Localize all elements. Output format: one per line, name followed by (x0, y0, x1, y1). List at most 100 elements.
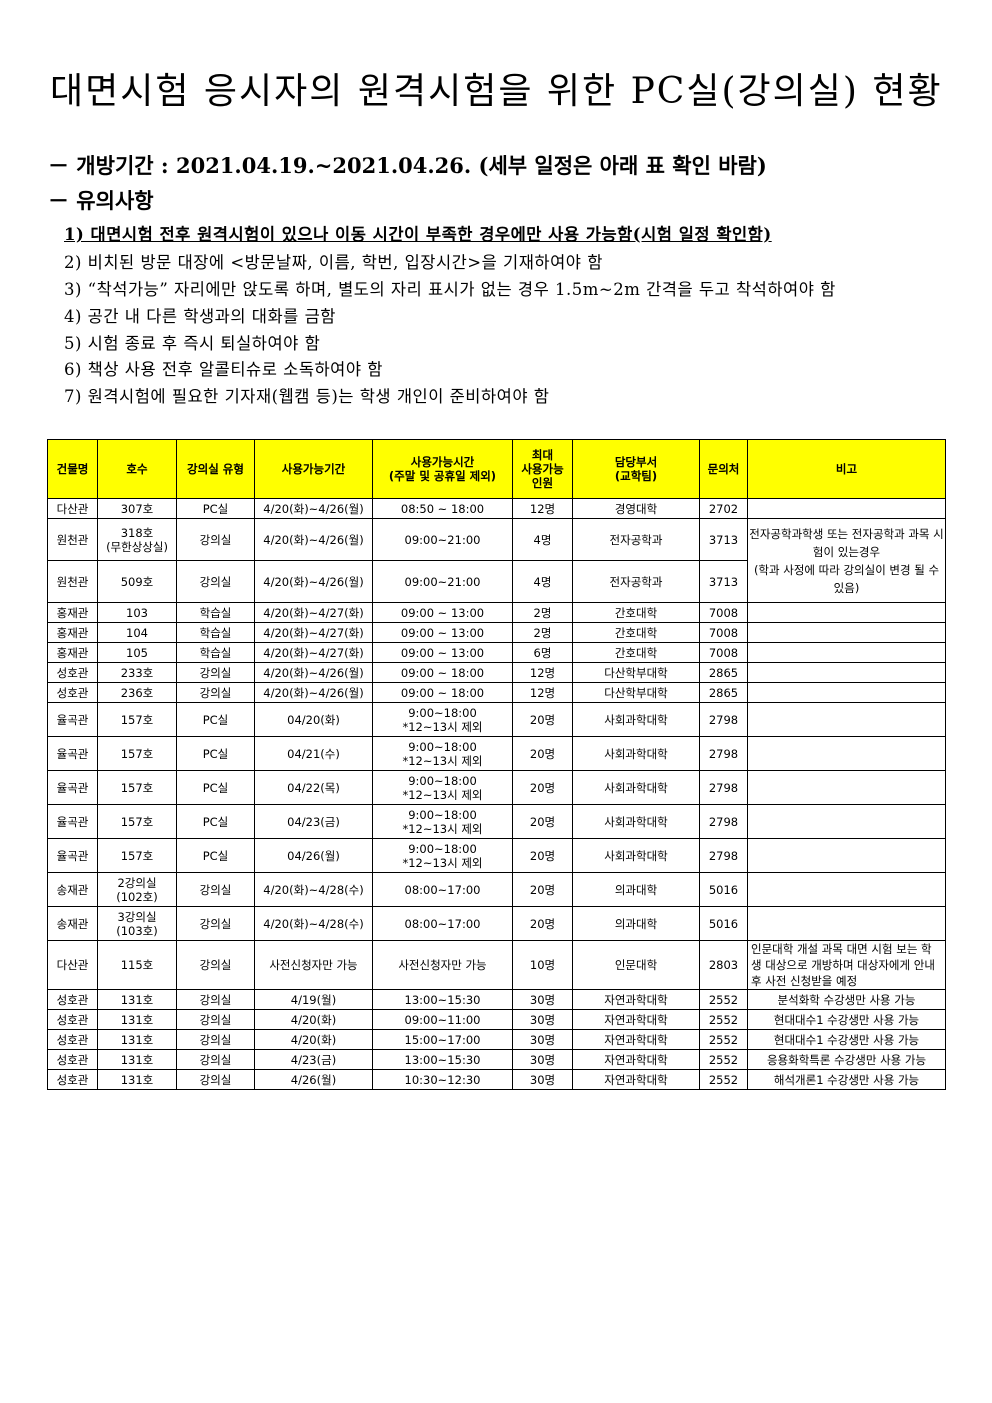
table-cell: 4/20(화)~4/27(화) (254, 602, 373, 623)
table-cell: 자연과학대학 (572, 1069, 700, 1090)
column-header: 비고 (747, 439, 946, 499)
table-cell: 9:00~18:00 *12~13시 제외 (372, 804, 513, 839)
table-cell: PC실 (176, 770, 255, 805)
table-cell: 원천관 (47, 518, 98, 561)
table-cell (747, 906, 946, 941)
table-cell: 자연과학대학 (572, 1029, 700, 1050)
table-cell: 307호 (97, 498, 177, 519)
table-cell: 사회과학대학 (572, 702, 700, 737)
table-cell: 105 (97, 642, 177, 663)
table-cell: 3713 (699, 560, 748, 603)
table-cell: 강의실 (176, 1049, 255, 1070)
table-cell: 사회과학대학 (572, 770, 700, 805)
table-cell: 7008 (699, 602, 748, 623)
table-row: 성호관 131호 강의실 4/23(금) 13:00~15:30 30명 자연과학대학 255… (47, 1049, 946, 1070)
table-cell: 09:00 ~ 13:00 (372, 642, 513, 663)
column-header: 강의실 유형 (176, 439, 255, 499)
table-cell (747, 838, 946, 873)
table-cell: 사회과학대학 (572, 838, 700, 873)
table-cell: 현대대수1 수강생만 사용 가능 (747, 1029, 946, 1050)
table-cell: 09:00~21:00 (372, 518, 513, 561)
table-cell: PC실 (176, 838, 255, 873)
table-cell: 강의실 (176, 1029, 255, 1050)
table-cell: 131호 (97, 989, 177, 1010)
table-cell: PC실 (176, 702, 255, 737)
table-cell: 율곡관 (47, 736, 98, 771)
table-cell: 율곡관 (47, 804, 98, 839)
table-cell: 성호관 (47, 1029, 98, 1050)
table-cell: 09:00 ~ 13:00 (372, 622, 513, 643)
table-cell: 간호대학 (572, 602, 700, 623)
table-cell: 홍재관 (47, 642, 98, 663)
table-cell: 318호 (무한상상실) (97, 518, 177, 561)
table-cell: 10명 (512, 940, 573, 990)
column-header: 담당부서 (교학팀) (572, 439, 700, 499)
table-cell: 30명 (512, 1049, 573, 1070)
table-cell: 강의실 (176, 906, 255, 941)
table-cell: 5016 (699, 906, 748, 941)
table-row: 성호관 131호 강의실 4/20(화) 15:00~17:00 30명 자연과학대학 255… (47, 1029, 946, 1050)
table-cell: 131호 (97, 1009, 177, 1030)
table-cell: 사전신청자만 가능 (254, 940, 373, 990)
table-cell: 4/20(화)~4/28(수) (254, 906, 373, 941)
table-row: 홍재관 105 학습실 4/20(화)~4/27(화) 09:00 ~ 13:00 6명 간… (47, 642, 946, 663)
table-cell: 4/20(화)~4/26(월) (254, 560, 373, 603)
note-2: 2) 비치된 방문 대장에 <방문날짜, 이름, 학번, 입장시간>을 기재하여… (64, 253, 603, 272)
table-cell: 04/21(수) (254, 736, 373, 771)
table-row: 성호관 233호 강의실 4/20(화)~4/26(월) 09:00 ~ 18:00 12… (47, 662, 946, 683)
table-cell: 15:00~17:00 (372, 1029, 513, 1050)
table-cell: 131호 (97, 1029, 177, 1050)
table-cell: 09:00 ~ 13:00 (372, 602, 513, 623)
table-cell: 4/20(화) (254, 1029, 373, 1050)
table-cell: 3강의실 (103호) (97, 906, 177, 941)
table-cell: 자연과학대학 (572, 1009, 700, 1030)
table-cell: 2798 (699, 804, 748, 839)
table-cell: 509호 (97, 560, 177, 603)
table-cell: 04/23(금) (254, 804, 373, 839)
table-cell: 12명 (512, 682, 573, 703)
table-cell: 157호 (97, 736, 177, 771)
table-row: 원천관 318호 (무한상상실) 강의실 4/20(화)~4/26(월) 09:00~21… (47, 518, 946, 603)
table-cell: 강의실 (176, 940, 255, 990)
table-cell: 4/20(화)~4/28(수) (254, 872, 373, 907)
table-cell: 4/19(월) (254, 989, 373, 1010)
table-cell: 강의실 (176, 682, 255, 703)
table-cell: 학습실 (176, 642, 255, 663)
table-cell: 04/20(화) (254, 702, 373, 737)
table-cell: 응용화학특론 수강생만 사용 가능 (747, 1049, 946, 1070)
table-cell: 인문대학 (572, 940, 700, 990)
table-cell: 131호 (97, 1069, 177, 1090)
table-cell: 233호 (97, 662, 177, 683)
table-cell: 4/20(화)~4/26(월) (254, 498, 373, 519)
table-cell: 홍재관 (47, 622, 98, 643)
table-cell: 236호 (97, 682, 177, 703)
table-cell: 08:00~17:00 (372, 872, 513, 907)
table-row: 홍재관 104 학습실 4/20(화)~4/27(화) 09:00 ~ 13:00 2명 간… (47, 622, 946, 643)
table-cell: 강의실 (176, 662, 255, 683)
table-cell (747, 498, 946, 519)
table-cell: 전자공학과학생 또는 전자공학과 과목 시험이 있는경우 (학과 사정에 따라 강… (747, 518, 946, 603)
table-cell: 4/20(화)~4/26(월) (254, 518, 373, 561)
table-row: 율곡관 157호 PC실 04/20(화) 9:00~18:00 *12~13시 제외 20… (47, 702, 946, 737)
table-cell: 20명 (512, 804, 573, 839)
table-cell: 12명 (512, 498, 573, 519)
table-cell: 7008 (699, 642, 748, 663)
table-cell: 30명 (512, 1009, 573, 1030)
note-7: 7) 원격시험에 필요한 기자재(웹캠 등)는 학생 개인이 준비하여야 함 (64, 387, 550, 406)
table-cell: 자연과학대학 (572, 989, 700, 1010)
table-cell: 율곡관 (47, 838, 98, 873)
table-cell: 2865 (699, 682, 748, 703)
table-cell: 송재관 (47, 906, 98, 941)
table-row: 다산관 115호 강의실 사전신청자만 가능 사전신청자만 가능 10명 인문대학 2803 인… (47, 940, 946, 990)
table-cell: 157호 (97, 770, 177, 805)
table-row: 율곡관 157호 PC실 04/21(수) 9:00~18:00 *12~13시 제외 20… (47, 736, 946, 771)
table-cell: 성호관 (47, 682, 98, 703)
open-period: － 개방기간 : 2021.04.19.~2021.04.26. (세부 일정은… (48, 153, 767, 178)
table-cell: 2552 (699, 1009, 748, 1030)
table-row: 율곡관 157호 PC실 04/23(금) 9:00~18:00 *12~13시 제외 20… (47, 804, 946, 839)
table-row: 성호관 131호 강의실 4/19(월) 13:00~15:30 30명 자연과학대학 255… (47, 989, 946, 1010)
table-row: 성호관 131호 강의실 4/26(월) 10:30~12:30 30명 자연과학대학 255… (47, 1069, 946, 1090)
table-cell: 10:30~12:30 (372, 1069, 513, 1090)
table-cell: 4/20(화)~4/27(화) (254, 642, 373, 663)
pc-room-table: 건물명 호수 강의실 유형 사용가능기간 사용가능시간 (주말 및 공휴일 제외) 최대 사용… (47, 439, 946, 1090)
